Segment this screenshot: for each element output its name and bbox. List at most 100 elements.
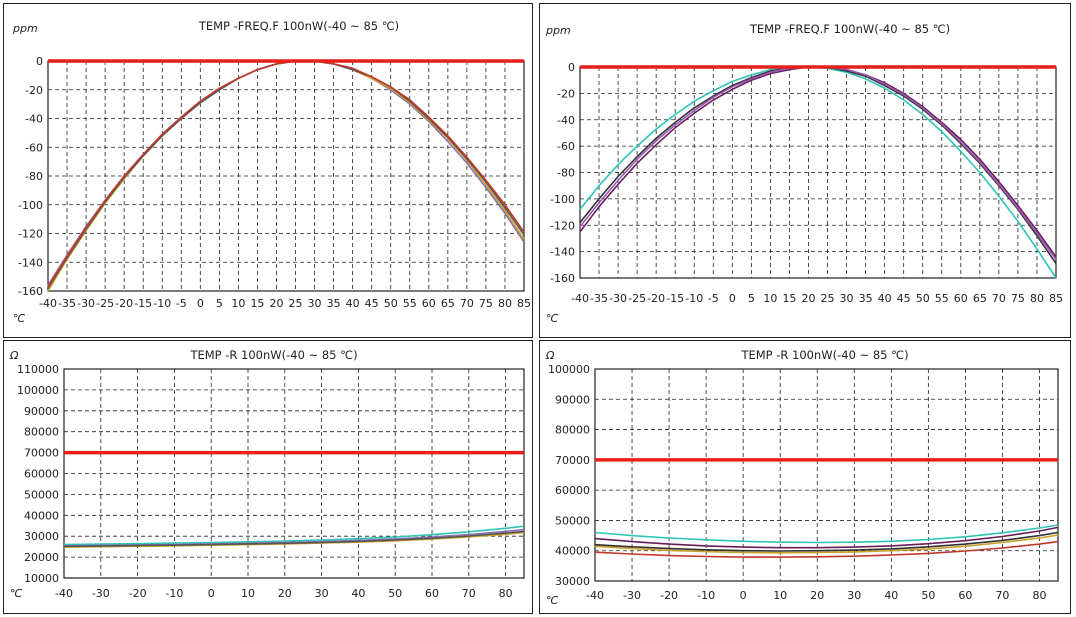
x-tick-label: -10 xyxy=(697,589,715,602)
series-line xyxy=(594,526,1059,549)
x-tick-label: 70 xyxy=(992,292,1006,305)
resistance-chart-panel-2: -40 -30 -20 -10 0 10 20 30 40 50 60 70 80 100000 90000… xyxy=(539,340,1071,614)
x-tick-label: 35 xyxy=(327,297,341,310)
x-tick-label: 65 xyxy=(973,292,987,305)
x-tick-label: 20 xyxy=(810,589,824,602)
x-tick-label: 80 xyxy=(1032,589,1046,602)
x-tick-label: 30 xyxy=(847,589,861,602)
x-tick-label: 25 xyxy=(289,297,303,310)
x-tick-label: 70 xyxy=(995,589,1009,602)
y-tick-label: 40000 xyxy=(555,545,590,558)
y-tick-label: -160 xyxy=(550,272,575,285)
y-tick-label: -40 xyxy=(557,114,575,127)
y-tick-label: 50000 xyxy=(555,514,590,527)
x-axis-unit: ℃ xyxy=(10,587,23,600)
freq-chart-panel-2: -40 -35 -30 -25 -20 -15 -10 -5 0 5 10 15 20 25 30 35 40 4… xyxy=(539,3,1071,338)
x-tick-label: -30 xyxy=(623,589,641,602)
y-tick-label: 10000 xyxy=(24,572,59,585)
x-tick-label: 10 xyxy=(231,297,245,310)
x-tick-label: -20 xyxy=(647,292,665,305)
x-tick-label: 85 xyxy=(517,297,531,310)
x-tick-label: -5 xyxy=(708,292,719,305)
series-line xyxy=(594,524,1059,544)
x-tick-label: -15 xyxy=(666,292,684,305)
y-tick-label: -40 xyxy=(25,113,43,126)
x-tick-label: 15 xyxy=(250,297,264,310)
x-tick-label: 50 xyxy=(388,587,402,600)
y-tick-label: -100 xyxy=(18,199,43,212)
x-tick-label: 40 xyxy=(878,292,892,305)
x-tick-label: 40 xyxy=(351,587,365,600)
y-tick-label: 0 xyxy=(568,61,575,74)
x-tick-label: 50 xyxy=(384,297,398,310)
y-tick-label: 70000 xyxy=(24,447,59,460)
x-tick-label: -10 xyxy=(165,587,183,600)
x-tick-label: 30 xyxy=(315,587,329,600)
x-tick-label: 55 xyxy=(935,292,949,305)
x-tick-label: 0 xyxy=(208,587,215,600)
x-tick-label: 0 xyxy=(740,589,747,602)
y-tick-label: -140 xyxy=(18,256,43,269)
x-tick-label: 10 xyxy=(763,292,777,305)
chart-title: TEMP -R 100nW(-40 ~ 85 ℃) xyxy=(740,348,908,362)
x-tick-label: 0 xyxy=(197,297,204,310)
y-tick-label: -120 xyxy=(550,219,575,232)
x-tick-label: 80 xyxy=(498,297,512,310)
x-tick-label: -10 xyxy=(153,297,171,310)
y-tick-label: 80000 xyxy=(555,424,590,437)
chart-svg: -40 -35 -30 -25 -20 -15 -10 -5 0 5 10 15 20 25 30 35 40 4… xyxy=(545,22,1063,325)
y-tick-label: -60 xyxy=(557,140,575,153)
chart-svg: -40 -30 -20 -10 0 10 20 30 40 50 60 70 80 110000 10000… xyxy=(9,348,525,600)
y-tick-label: -20 xyxy=(557,87,575,100)
x-axis-unit: ℃ xyxy=(546,594,559,607)
y-tick-label: 100000 xyxy=(548,363,590,376)
series-line xyxy=(63,530,525,548)
chart-title: TEMP -FREQ.F 100nW(-40 ~ 85 ℃) xyxy=(198,19,399,33)
x-tick-label: 65 xyxy=(441,297,455,310)
y-tick-label: 0 xyxy=(36,55,43,68)
x-tick-label: 10 xyxy=(241,587,255,600)
x-tick-label: 50 xyxy=(916,292,930,305)
y-tick-label: 20000 xyxy=(24,551,59,564)
y-tick-label: 60000 xyxy=(24,468,59,481)
y-tick-label: 100000 xyxy=(17,384,59,397)
x-tick-label: 5 xyxy=(216,297,223,310)
x-tick-label: 70 xyxy=(460,297,474,310)
y-tick-label: 90000 xyxy=(555,393,590,406)
x-tick-label: 5 xyxy=(748,292,755,305)
series-line xyxy=(594,531,1059,552)
x-tick-label: 60 xyxy=(422,297,436,310)
x-tick-label: 70 xyxy=(462,587,476,600)
series-line xyxy=(63,525,525,546)
x-tick-label: 60 xyxy=(954,292,968,305)
x-tick-label: -5 xyxy=(176,297,187,310)
y-tick-label: 80000 xyxy=(24,426,59,439)
x-tick-label: 25 xyxy=(821,292,835,305)
x-tick-label: -40 xyxy=(55,587,73,600)
x-tick-label: -40 xyxy=(39,297,57,310)
x-tick-label: 40 xyxy=(884,589,898,602)
y-tick-label: 40000 xyxy=(24,509,59,522)
y-tick-label: 60000 xyxy=(555,484,590,497)
x-tick-label: -20 xyxy=(115,297,133,310)
x-tick-label: -20 xyxy=(660,589,678,602)
y-axis-unit: Ω xyxy=(545,349,555,362)
y-tick-label: 30000 xyxy=(555,575,590,588)
y-tick-label: -80 xyxy=(25,170,43,183)
x-tick-label: 60 xyxy=(425,587,439,600)
x-tick-label: 55 xyxy=(403,297,417,310)
x-tick-label: 45 xyxy=(897,292,911,305)
y-tick-label: -80 xyxy=(557,167,575,180)
chart-svg: -40 -35 -30 -25 -20 -15 -10 -5 0 5 10 15 20 25 30 35 40 4… xyxy=(12,19,531,325)
x-tick-label: 85 xyxy=(1049,292,1063,305)
x-tick-label: 30 xyxy=(840,292,854,305)
y-axis-unit: ppm xyxy=(545,24,571,37)
series-line xyxy=(594,540,1059,558)
y-tick-label: 50000 xyxy=(24,488,59,501)
x-tick-label: -35 xyxy=(590,292,608,305)
x-axis-unit: ℃ xyxy=(13,312,26,325)
y-tick-label: -160 xyxy=(18,285,43,298)
x-tick-label: 50 xyxy=(921,589,935,602)
chart-title: TEMP -R 100nW(-40 ~ 85 ℃) xyxy=(189,348,357,362)
x-tick-label: 80 xyxy=(499,587,513,600)
